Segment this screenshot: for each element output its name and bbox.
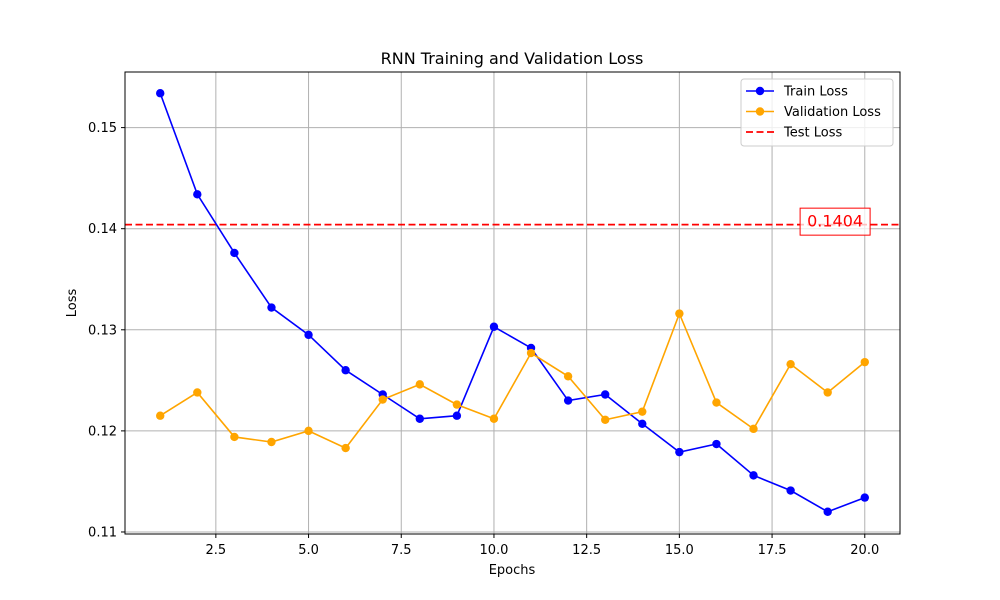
validation-loss-point: [712, 398, 721, 407]
annotation-box: [799, 207, 871, 236]
x-tick-label: 15.0: [665, 543, 694, 558]
y-tick-label: 0.11: [88, 525, 117, 540]
train-loss-point: [712, 439, 721, 449]
train-loss-point: [341, 366, 350, 375]
validation-loss-point: [526, 348, 536, 358]
train-loss-point: [230, 248, 239, 258]
train-loss-point: [638, 419, 647, 429]
x-tick-label: 2.5: [206, 543, 227, 558]
legend-label-test-loss: Test Loss: [783, 126, 842, 141]
train-loss-point: [452, 411, 462, 420]
train-loss-point: [823, 507, 832, 516]
validation-loss-point: [563, 372, 573, 381]
validation-loss-point: [675, 309, 684, 318]
validation-loss-point: [823, 388, 832, 397]
train-loss-point: [304, 330, 313, 340]
train-loss-line: [159, 92, 866, 513]
validation-loss-point: [489, 414, 499, 423]
validation-loss-point: [749, 424, 758, 434]
series-layer: [156, 89, 869, 516]
train-loss-point: [415, 414, 424, 423]
x-tick-label: 12.5: [572, 543, 601, 558]
legend-marker-validation-loss: [755, 107, 765, 116]
train-loss-point: [193, 190, 202, 199]
x-tick-label: 17.5: [758, 543, 787, 558]
validation-loss-point: [193, 388, 202, 397]
x-tick-label: 7.5: [391, 543, 412, 558]
train-loss-point: [675, 447, 684, 457]
x-axis-ticks: 2.5 5.0 7.5 10.0 12.5 15.0 17.5 20.0: [206, 534, 879, 558]
validation-loss-point: [304, 426, 313, 436]
validation-loss-point: [601, 415, 610, 424]
validation-loss-point: [230, 432, 239, 442]
validation-loss-point: [786, 359, 795, 369]
validation-loss-point: [860, 357, 869, 367]
legend-label-validation-loss: Validation Loss: [784, 105, 881, 120]
grid: [125, 72, 900, 534]
train-loss-point: [786, 486, 795, 495]
chart-title: RNN Training and Validation Loss: [381, 49, 644, 68]
y-tick-label: 0.14: [88, 222, 117, 237]
x-tick-label: 5.0: [298, 543, 319, 558]
y-tick-label: 0.15: [88, 121, 117, 136]
validation-loss-point: [267, 437, 276, 447]
validation-loss-point: [341, 443, 350, 453]
legend-marker-train-loss: [755, 86, 765, 96]
validation-loss-point: [156, 411, 165, 420]
annotations: 0.1404: [799, 207, 871, 236]
validation-loss-point: [415, 380, 424, 389]
train-loss-point: [749, 471, 758, 480]
y-tick-label: 0.12: [88, 424, 117, 439]
y-tick-label: 0.13: [88, 323, 117, 338]
train-loss-point: [563, 396, 573, 405]
test-loss-value-label: 0.1404: [807, 212, 863, 231]
legend-frame: [740, 78, 894, 147]
train-loss-point: [156, 89, 165, 98]
y-axis-ticks: 0.11 0.12 0.13 0.14 0.15: [88, 121, 125, 540]
legend: Train Loss Validation Loss Test Loss: [740, 78, 894, 147]
plot-area-frame: [124, 71, 901, 535]
train-loss-point: [601, 390, 610, 399]
x-tick-label: 10.0: [479, 543, 508, 558]
x-tick-label: 20.0: [850, 543, 879, 558]
train-loss-point: [860, 493, 869, 502]
x-axis-label: Epochs: [489, 563, 536, 578]
train-loss-point: [267, 303, 276, 312]
train-loss-point: [489, 322, 499, 331]
validation-loss-line: [159, 311, 866, 450]
y-axis-label: Loss: [65, 289, 80, 318]
validation-loss-point: [378, 395, 387, 404]
validation-loss-point: [452, 400, 462, 409]
validation-loss-point: [638, 407, 647, 416]
legend-label-train-loss: Train Loss: [783, 85, 848, 100]
